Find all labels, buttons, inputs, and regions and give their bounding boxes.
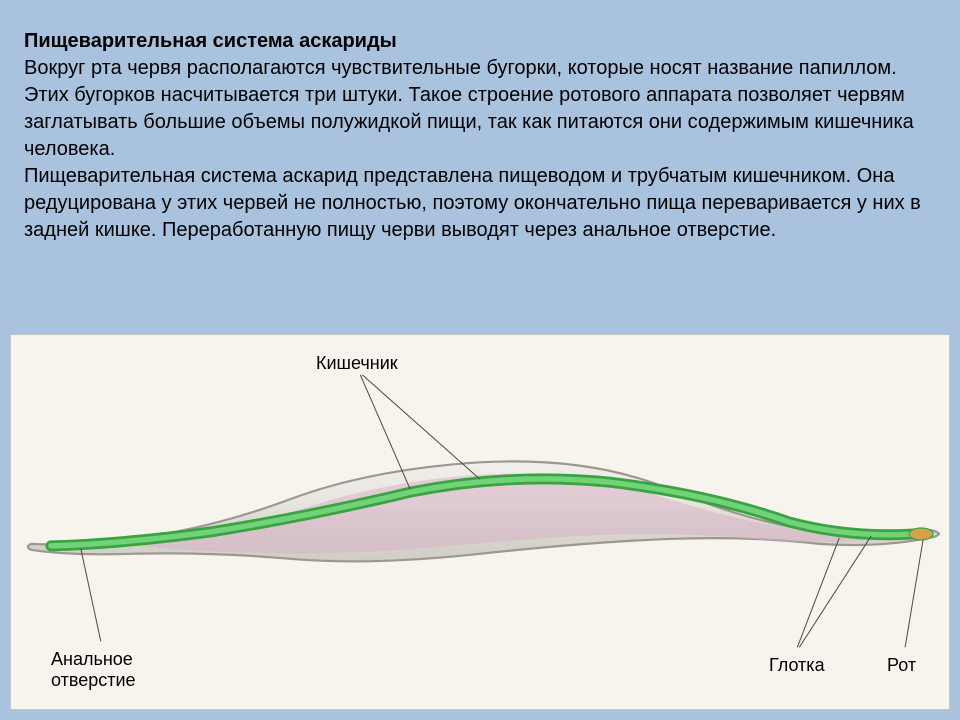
description-text: Пищеварительная система аскариды Вокруг … [24,28,936,244]
callout-line-anus [81,549,101,642]
paragraph-2: Пищеварительная система аскарид представ… [24,165,921,241]
callout-line-mouth [905,540,923,647]
title: Пищеварительная система аскариды [24,30,397,52]
label-mouth: Рот [887,655,916,676]
diagram-panel: Кишечник Анальное отверстие Глотка Рот [10,334,950,710]
callout-line-pharynx [799,536,871,647]
callout-line-intestine [360,375,410,489]
paragraph-1: Вокруг рта червя располагаются чувствите… [24,57,914,160]
callout-line-intestine [362,375,480,479]
callout-line-pharynx [797,538,839,647]
page-root: Пищеварительная система аскариды Вокруг … [0,0,960,720]
label-intestine: Кишечник [316,353,398,374]
anatomy-diagram-svg [11,335,949,709]
mouth-opening [909,528,933,540]
label-pharynx: Глотка [769,655,825,676]
label-anus: Анальное отверстие [51,649,136,691]
